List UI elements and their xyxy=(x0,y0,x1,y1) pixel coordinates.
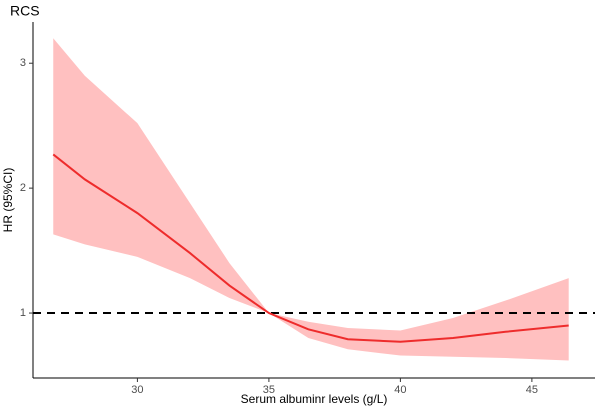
y-tick-label: 2 xyxy=(20,182,26,194)
hr-line xyxy=(52,153,569,343)
x-tick-label: 35 xyxy=(263,384,275,396)
confidence-band xyxy=(53,38,569,361)
y-tick-label: 3 xyxy=(20,57,26,69)
x-tick-label: 40 xyxy=(394,384,406,396)
x-tick-label: 30 xyxy=(131,384,143,396)
x-tick-label: 45 xyxy=(526,384,538,396)
x-axis-title: Serum albuminr levels (g/L) xyxy=(241,392,388,406)
chart-title: RCS xyxy=(10,3,40,19)
y-tick-label: 1 xyxy=(20,307,26,319)
y-axis-title: HR (95%CI) xyxy=(1,168,15,233)
